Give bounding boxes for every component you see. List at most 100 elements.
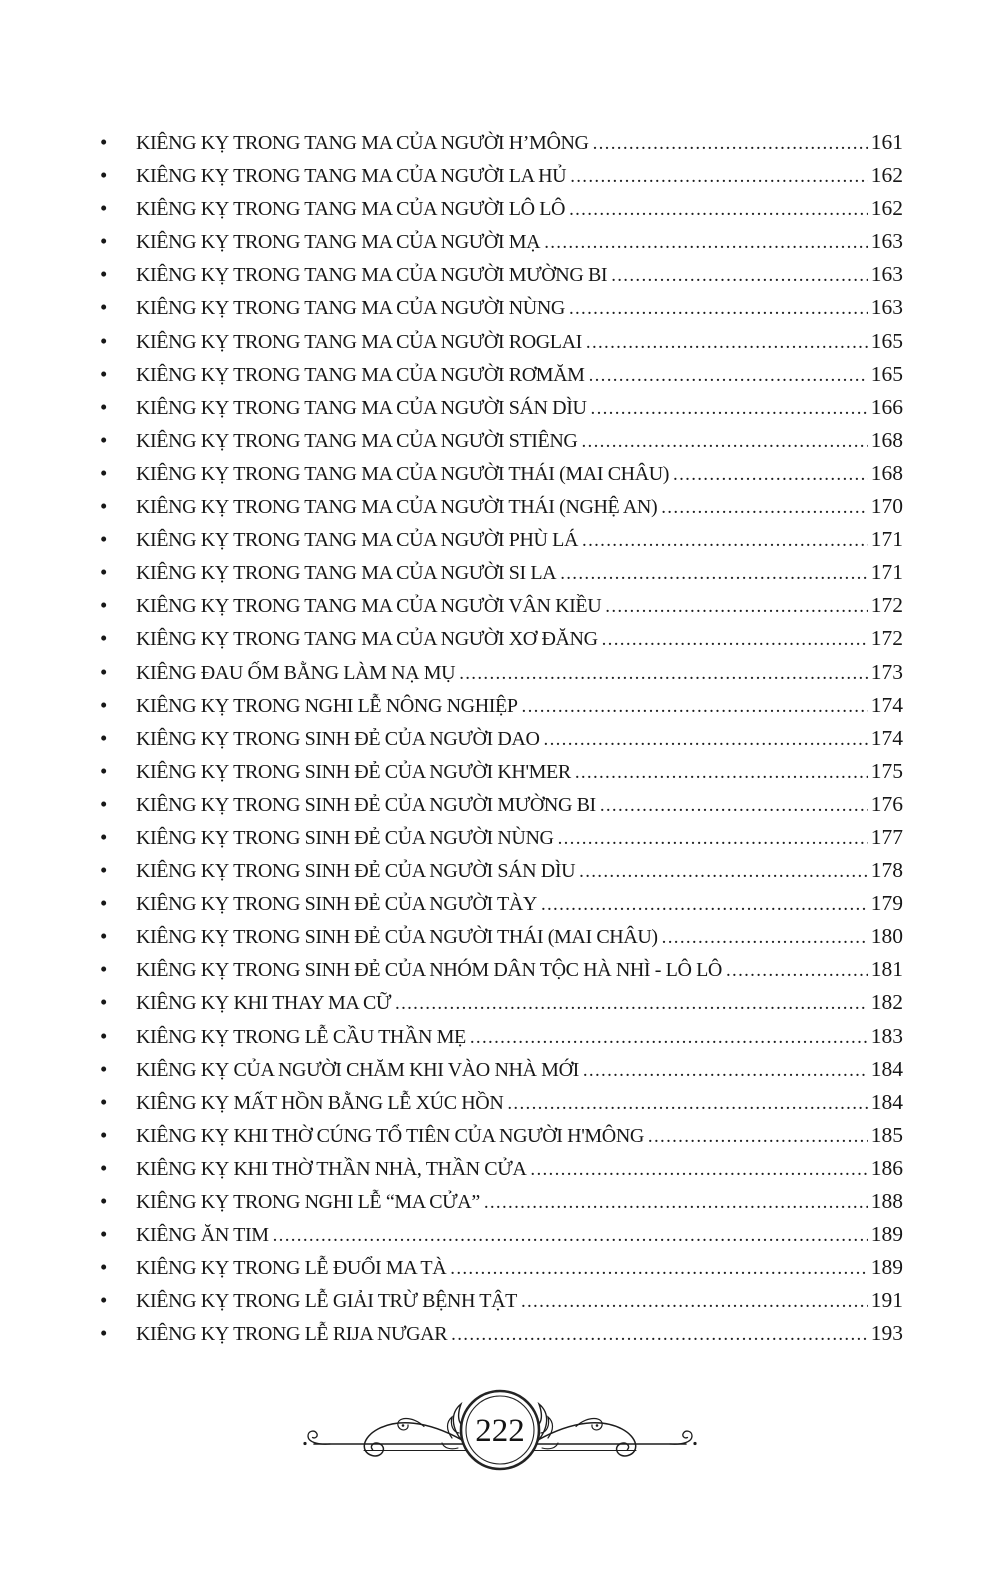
toc-entry-page-number: 168 <box>870 460 903 485</box>
toc-entry-title: KIÊNG KỴ TRONG TANG MA CỦA NGƯỜI STIÊNG <box>136 429 578 452</box>
toc-entry: • KIÊNG KỴ TRONG TANG MA CỦA NGƯỜI H’MÔN… <box>97 130 903 163</box>
page-number-medallion <box>459 1389 541 1471</box>
bullet-icon: • <box>100 163 108 188</box>
dot-leader <box>591 398 868 420</box>
dot-leader <box>661 497 868 519</box>
bullet-icon: • <box>100 891 108 916</box>
toc-entry-title: KIÊNG KỴ TRONG NGHI LỄ “MA CỬA” <box>136 1191 480 1213</box>
dot-leader <box>521 1291 868 1313</box>
dot-leader <box>569 298 868 320</box>
bullet-icon: • <box>100 361 108 386</box>
dot-leader <box>600 795 868 817</box>
bullet-icon: • <box>100 427 108 452</box>
toc-entry-title: KIÊNG KỴ TRONG SINH ĐẺ CỦA NGƯỜI SÁN DÌU <box>136 860 576 883</box>
toc-entry: • KIÊNG KỴ TRONG LỄ GIẢI TRỪ BỆNH TẬT 19… <box>97 1288 903 1321</box>
toc-entry-title: KIÊNG KỴ TRONG TANG MA CỦA NGƯỜI NÙNG <box>136 297 565 320</box>
toc-entry-page-number: 186 <box>870 1155 903 1180</box>
bullet-icon: • <box>100 858 108 883</box>
bullet-icon: • <box>100 791 108 816</box>
toc-entry: • KIÊNG KỴ TRONG TANG MA CỦA NGƯỜI SÁN D… <box>97 395 903 428</box>
toc-entry: • KIÊNG KỴ TRONG TANG MA CỦA NGƯỜI NÙNG … <box>97 295 903 328</box>
toc-entry-title: KIÊNG KỴ TRONG NGHI LỄ NÔNG NGHIỆP <box>136 694 518 717</box>
toc-entry: • KIÊNG KỴ TRONG SINH ĐẺ CỦA NGƯỜI NÙNG … <box>97 825 903 858</box>
bullet-icon: • <box>100 1288 108 1313</box>
toc-entry: • KIÊNG KỴ TRONG TANG MA CỦA NGƯỜI MƯỜNG… <box>97 262 903 295</box>
toc-entry: • KIÊNG KỴ TRONG TANG MA CỦA NGƯỜI MẠ 16… <box>97 229 903 262</box>
dot-leader <box>459 663 868 685</box>
toc-entry: • KIÊNG KỴ TRONG LỄ CẦU THẦN MẸ 183 <box>97 1024 903 1057</box>
toc-entry: • KIÊNG KỴ KHI THỜ CÚNG TỔ TIÊN CỦA NGƯỜ… <box>97 1123 903 1156</box>
toc-entry-page-number: 163 <box>870 229 903 254</box>
toc-entry-title: KIÊNG KỴ CỦA NGƯỜI CHĂM KHI VÀO NHÀ MỚI <box>136 1058 579 1081</box>
toc-entry-page-number: 189 <box>870 1222 903 1247</box>
toc-entry: • KIÊNG KỴ TRONG TANG MA CỦA NGƯỜI STIÊN… <box>97 428 903 461</box>
toc-entry-page-number: 165 <box>870 361 903 386</box>
dot-leader <box>560 563 868 585</box>
toc-entry-title: KIÊNG KỴ TRONG TANG MA CỦA NGƯỜI H’MÔNG <box>136 132 589 154</box>
toc-entry: • KIÊNG KỴ TRONG TANG MA CỦA NGƯỜI RƠMĂM… <box>97 362 903 395</box>
dot-leader <box>544 729 868 751</box>
toc-entry-page-number: 161 <box>870 130 903 154</box>
dot-leader <box>470 1027 868 1049</box>
dot-leader <box>582 530 868 552</box>
toc-entry-title: KIÊNG KỴ TRONG SINH ĐẺ CỦA NGƯỜI NÙNG <box>136 826 554 849</box>
toc-entry: • KIÊNG KỴ TRONG TANG MA CỦA NGƯỜI XƠ ĐĂ… <box>97 626 903 659</box>
dot-leader <box>575 762 868 784</box>
toc-entry-page-number: 191 <box>870 1288 903 1313</box>
toc-entry-page-number: 181 <box>870 957 903 982</box>
toc-entry: • KIÊNG KỴ TRONG TANG MA CỦA NGƯỜI PHÙ L… <box>97 527 903 560</box>
dot-leader <box>273 1225 868 1247</box>
bullet-icon: • <box>100 229 108 254</box>
bullet-icon: • <box>100 494 108 519</box>
toc-entry-page-number: 184 <box>870 1089 903 1114</box>
toc-entry: • KIÊNG KỴ TRONG SINH ĐẺ CỦA NGƯỜI THÁI … <box>97 924 903 957</box>
toc-entry: • KIÊNG KỴ TRONG SINH ĐẺ CỦA NGƯỜI MƯỜNG… <box>97 792 903 825</box>
dot-leader <box>648 1126 868 1148</box>
dot-leader <box>662 927 868 949</box>
dot-leader <box>451 1324 868 1346</box>
toc-entry-page-number: 163 <box>870 262 903 287</box>
toc-entry: • KIÊNG KỴ TRONG NGHI LỄ “MA CỬA” 188 <box>97 1189 903 1222</box>
toc-entry-page-number: 188 <box>870 1189 903 1213</box>
toc-entry: • KIÊNG KỴ TRONG SINH ĐẺ CỦA NGƯỜI TÀY 1… <box>97 891 903 924</box>
toc-entry-page-number: 182 <box>870 990 903 1015</box>
toc-entry-page-number: 175 <box>870 758 903 783</box>
toc-entry-title: KIÊNG KỴ TRONG LỄ RIJA NƯGAR <box>136 1323 448 1346</box>
toc-entry: • KIÊNG KỴ CỦA NGƯỜI CHĂM KHI VÀO NHÀ MỚ… <box>97 1057 903 1090</box>
toc-entry: • KIÊNG KỴ TRONG TANG MA CỦA NGƯỜI LÔ LÔ… <box>97 196 903 229</box>
dot-leader <box>541 894 868 916</box>
bullet-icon: • <box>100 1023 108 1048</box>
toc-entry-title: KIÊNG KỴ TRONG LỄ GIẢI TRỪ BỆNH TẬT <box>136 1290 517 1313</box>
dot-leader <box>583 1060 868 1082</box>
toc-entry: • KIÊNG KỴ TRONG SINH ĐẺ CỦA NGƯỜI KH'ME… <box>97 759 903 792</box>
toc-entry-page-number: 171 <box>870 527 903 552</box>
bullet-icon: • <box>100 593 108 618</box>
toc-entry: • KIÊNG KỴ KHI THAY MA CỮ 182 <box>97 990 903 1023</box>
dot-leader <box>544 232 868 254</box>
toc-entry-title: KIÊNG KỴ TRONG TANG MA CỦA NGƯỜI PHÙ LÁ <box>136 529 579 552</box>
toc-list: • KIÊNG KỴ TRONG TANG MA CỦA NGƯỜI H’MÔN… <box>0 0 1000 1354</box>
toc-entry-title: KIÊNG KỴ KHI THỜ CÚNG TỔ TIÊN CỦA NGƯỜI … <box>136 1124 644 1147</box>
toc-entry-page-number: 180 <box>870 924 903 949</box>
toc-entry: • KIÊNG KỴ TRONG SINH ĐẺ CỦA NHÓM DÂN TỘ… <box>97 957 903 990</box>
toc-entry-page-number: 168 <box>870 427 903 452</box>
toc-entry: • KIÊNG KỴ TRONG SINH ĐẺ CỦA NGƯỜI SÁN D… <box>97 858 903 891</box>
dot-leader <box>602 629 868 651</box>
toc-entry-page-number: 176 <box>870 791 903 816</box>
page-footer: 222 <box>0 1378 1000 1490</box>
bullet-icon: • <box>100 626 108 651</box>
toc-entry-page-number: 183 <box>870 1023 903 1048</box>
toc-entry-page-number: 163 <box>870 295 903 320</box>
page-number: 222 <box>475 1413 525 1449</box>
bullet-icon: • <box>100 1189 108 1213</box>
toc-entry-page-number: 162 <box>870 196 903 221</box>
bullet-icon: • <box>100 924 108 949</box>
dot-leader <box>593 133 868 155</box>
dot-leader <box>579 861 868 883</box>
dot-leader <box>558 828 868 850</box>
toc-entry-title: KIÊNG KỴ TRONG TANG MA CỦA NGƯỜI SÁN DÌU <box>136 396 587 419</box>
toc-entry-title: KIÊNG KỴ TRONG TANG MA CỦA NGƯỜI LÔ LÔ <box>136 198 566 221</box>
dot-leader <box>530 1159 868 1181</box>
toc-entry-title: KIÊNG KỴ TRONG SINH ĐẺ CỦA NHÓM DÂN TỘC … <box>136 959 722 982</box>
toc-entry: • KIÊNG KỴ TRONG TANG MA CỦA NGƯỜI LA HỦ… <box>97 163 903 196</box>
